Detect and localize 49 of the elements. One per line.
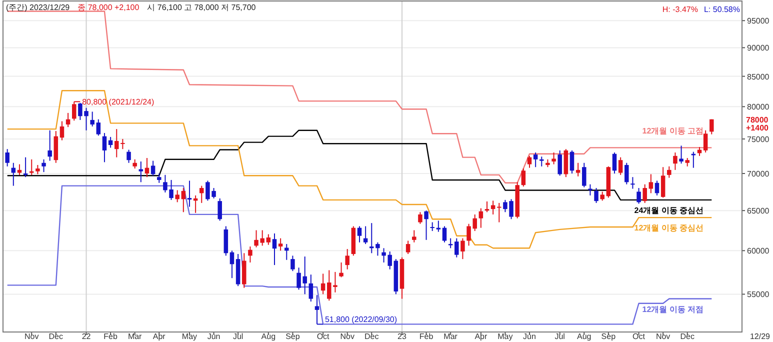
- x-tick-label: Apr: [152, 332, 166, 341]
- x-tick-label: Nov: [656, 332, 670, 341]
- x-tick-label: 23: [398, 332, 407, 341]
- text: 12/29: [750, 332, 771, 341]
- x-tick-label: Feb: [419, 332, 434, 341]
- annotation: 51,800 (2022/09/30): [324, 315, 398, 324]
- x-tick-label: May: [498, 332, 513, 341]
- annotation: 80,800 (2021/12/24): [82, 98, 155, 107]
- y-tick-label: 65000: [747, 206, 770, 216]
- y-tick-label: 85000: [747, 72, 770, 82]
- x-tick-label: Mar: [444, 332, 458, 341]
- x-tick-label: Oct: [316, 332, 330, 341]
- annotation: L: 50.58%: [704, 5, 740, 14]
- x-tick-label: Dec: [48, 332, 64, 341]
- y-tick-label: 60000: [747, 246, 770, 256]
- text: 78000: [746, 115, 769, 124]
- x-tick-label: Jun: [207, 332, 220, 341]
- x-tick-label: Oct: [632, 332, 646, 341]
- x-tick-label: May: [182, 332, 198, 341]
- x-tick-label: Sep: [601, 332, 616, 341]
- series-label: 12개월 이동 중심선: [634, 224, 704, 233]
- x-tick-label: Aug: [577, 332, 592, 341]
- x-tick-label: Jul: [232, 332, 244, 341]
- x-tick-label: Sep: [286, 332, 300, 341]
- x-tick-label: Nov: [340, 332, 354, 341]
- series-label: 24개월 이동 중심선: [634, 206, 704, 215]
- x-tick-label: Jul: [554, 332, 566, 341]
- text: +1400: [746, 123, 770, 132]
- annotation: 종 78,000 +2,100: [78, 3, 140, 12]
- x-tick-label: Apr: [474, 332, 488, 341]
- y-tick-label: 90000: [747, 44, 770, 53]
- y-tick-label: 75000: [747, 134, 770, 144]
- y-tick-label: 80000: [747, 102, 770, 112]
- chart-title: (주간) 2023/12/29: [6, 3, 70, 12]
- x-tick-label: Aug: [261, 332, 276, 341]
- y-tick-label: 70000: [747, 169, 770, 178]
- x-tick-label: Dec: [364, 332, 379, 341]
- y-tick-label: 55000: [747, 290, 770, 300]
- x-tick-label: Jun: [523, 332, 536, 341]
- series-label: 12개월 이동 저점: [642, 304, 704, 314]
- y-tick-label: 95000: [747, 16, 770, 26]
- x-tick-label: Feb: [104, 332, 118, 341]
- annotation: H: -3.47%: [662, 5, 698, 14]
- x-tick-label: Dec: [680, 332, 694, 341]
- annotation: 시 76,100 고 78,000 저 75,700: [147, 3, 256, 12]
- x-tick-label: Mar: [128, 332, 142, 341]
- series-label: 12개월 이동 고점: [642, 126, 704, 136]
- x-tick-label: Nov: [24, 332, 39, 341]
- x-tick-label: 22: [82, 332, 92, 341]
